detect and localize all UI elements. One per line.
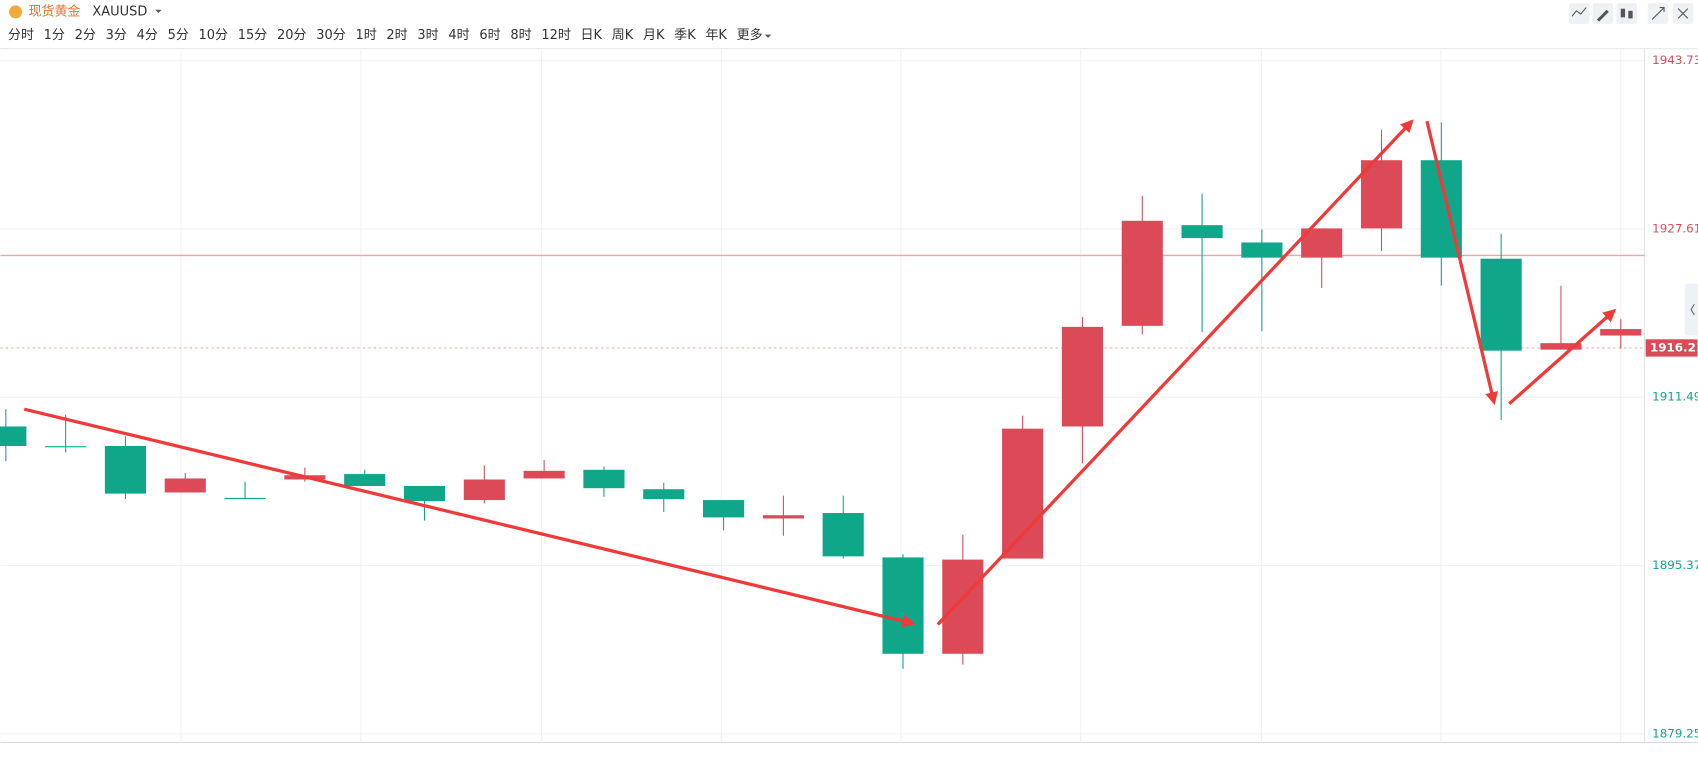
candle-body: [643, 489, 685, 500]
icon: [1651, 7, 1665, 20]
interval-tab[interactable]: 12时: [541, 28, 571, 43]
candle-body: [523, 470, 565, 479]
interval-tab[interactable]: 周K: [612, 28, 634, 43]
interval-tab[interactable]: 20分: [277, 28, 307, 43]
icon: [1628, 10, 1633, 19]
icon: [1677, 8, 1689, 19]
candle-body: [1121, 220, 1163, 326]
candle-body: [463, 479, 505, 501]
interval-tab[interactable]: 2分: [75, 28, 96, 43]
candle-body: [703, 500, 745, 518]
candle-body: [1241, 242, 1283, 258]
candle-body: [45, 446, 87, 448]
interval-tab[interactable]: 4时: [448, 28, 469, 43]
dropdown-caret[interactable]: [764, 34, 772, 38]
header: 现货黄金 XAUUSD: [9, 3, 162, 19]
candle-body: [1061, 326, 1104, 427]
last-price-label: 1916.21: [1650, 340, 1698, 354]
interval-tab[interactable]: 3分: [106, 28, 127, 43]
symbol-icon: [9, 5, 23, 19]
icon: [1571, 7, 1587, 17]
interval-tab[interactable]: 10分: [199, 28, 229, 43]
symbol-name[interactable]: 现货黄金: [29, 3, 81, 19]
interval-tab[interactable]: 更多: [737, 27, 763, 43]
interval-tab[interactable]: 5分: [168, 28, 189, 43]
candle-body: [882, 557, 924, 654]
y-tick-label: 1879.25: [1652, 726, 1698, 740]
interval-tab[interactable]: 6时: [479, 28, 500, 43]
candle-body: [1360, 160, 1403, 229]
interval-tab[interactable]: 年K: [705, 28, 727, 43]
interval-tab[interactable]: 分时: [8, 28, 34, 43]
plot: 1943.73 1927.61 1911.49 1895.37 1879.25 1916.…: [0, 53, 1698, 740]
candle-body: [762, 515, 804, 519]
candle-body: [1600, 329, 1642, 336]
candle-body: [1480, 258, 1522, 351]
interval-tab[interactable]: 3时: [417, 28, 438, 43]
interval-tab[interactable]: 1分: [44, 28, 65, 43]
icon: [1690, 303, 1695, 316]
interval-tab[interactable]: 月K: [643, 28, 665, 43]
trend-arrow[interactable]: [936, 119, 1414, 626]
y-tick-label: 1943.73: [1652, 53, 1698, 67]
interval-tab[interactable]: 30分: [316, 28, 346, 43]
dropdown-caret[interactable]: [155, 9, 162, 13]
candle-body: [583, 469, 625, 489]
y-tick-label: 1895.37: [1652, 558, 1698, 572]
interval-tab[interactable]: 8时: [510, 28, 531, 43]
trend-arrow[interactable]: [1425, 120, 1499, 406]
candle-body: [1540, 343, 1582, 350]
candle-body: [822, 513, 864, 557]
candle-body: [1181, 225, 1223, 239]
candle-body: [104, 445, 147, 494]
interval-tab[interactable]: 15分: [238, 28, 268, 43]
trend-arrow[interactable]: [23, 407, 916, 628]
y-tick-label: 1927.61: [1652, 221, 1698, 235]
icon: [1596, 9, 1609, 22]
interval-tab[interactable]: 1时: [355, 28, 376, 43]
candle-body: [942, 559, 984, 654]
interval-tab[interactable]: 2时: [386, 28, 407, 43]
candle-body: [164, 478, 206, 493]
candle-body: [403, 485, 446, 502]
interval-tab[interactable]: 季K: [674, 28, 696, 43]
symbol-code[interactable]: XAUUSD: [92, 4, 147, 19]
interval-tab[interactable]: 4分: [137, 28, 158, 43]
candle-body: [224, 497, 266, 499]
candle-body: [1002, 428, 1044, 559]
user-drawings: [23, 119, 1617, 628]
candle-body: [0, 426, 27, 446]
trend-arrow[interactable]: [1508, 308, 1617, 405]
chart-type-button[interactable]: [1616, 3, 1637, 24]
icon: [1620, 8, 1626, 18]
y-tick-label: 1911.49: [1652, 390, 1698, 404]
last-price-badge: [1645, 339, 1698, 357]
toolbar-icons: [1568, 3, 1694, 24]
interval-tab[interactable]: 日K: [581, 28, 603, 43]
candle-body: [344, 474, 386, 486]
